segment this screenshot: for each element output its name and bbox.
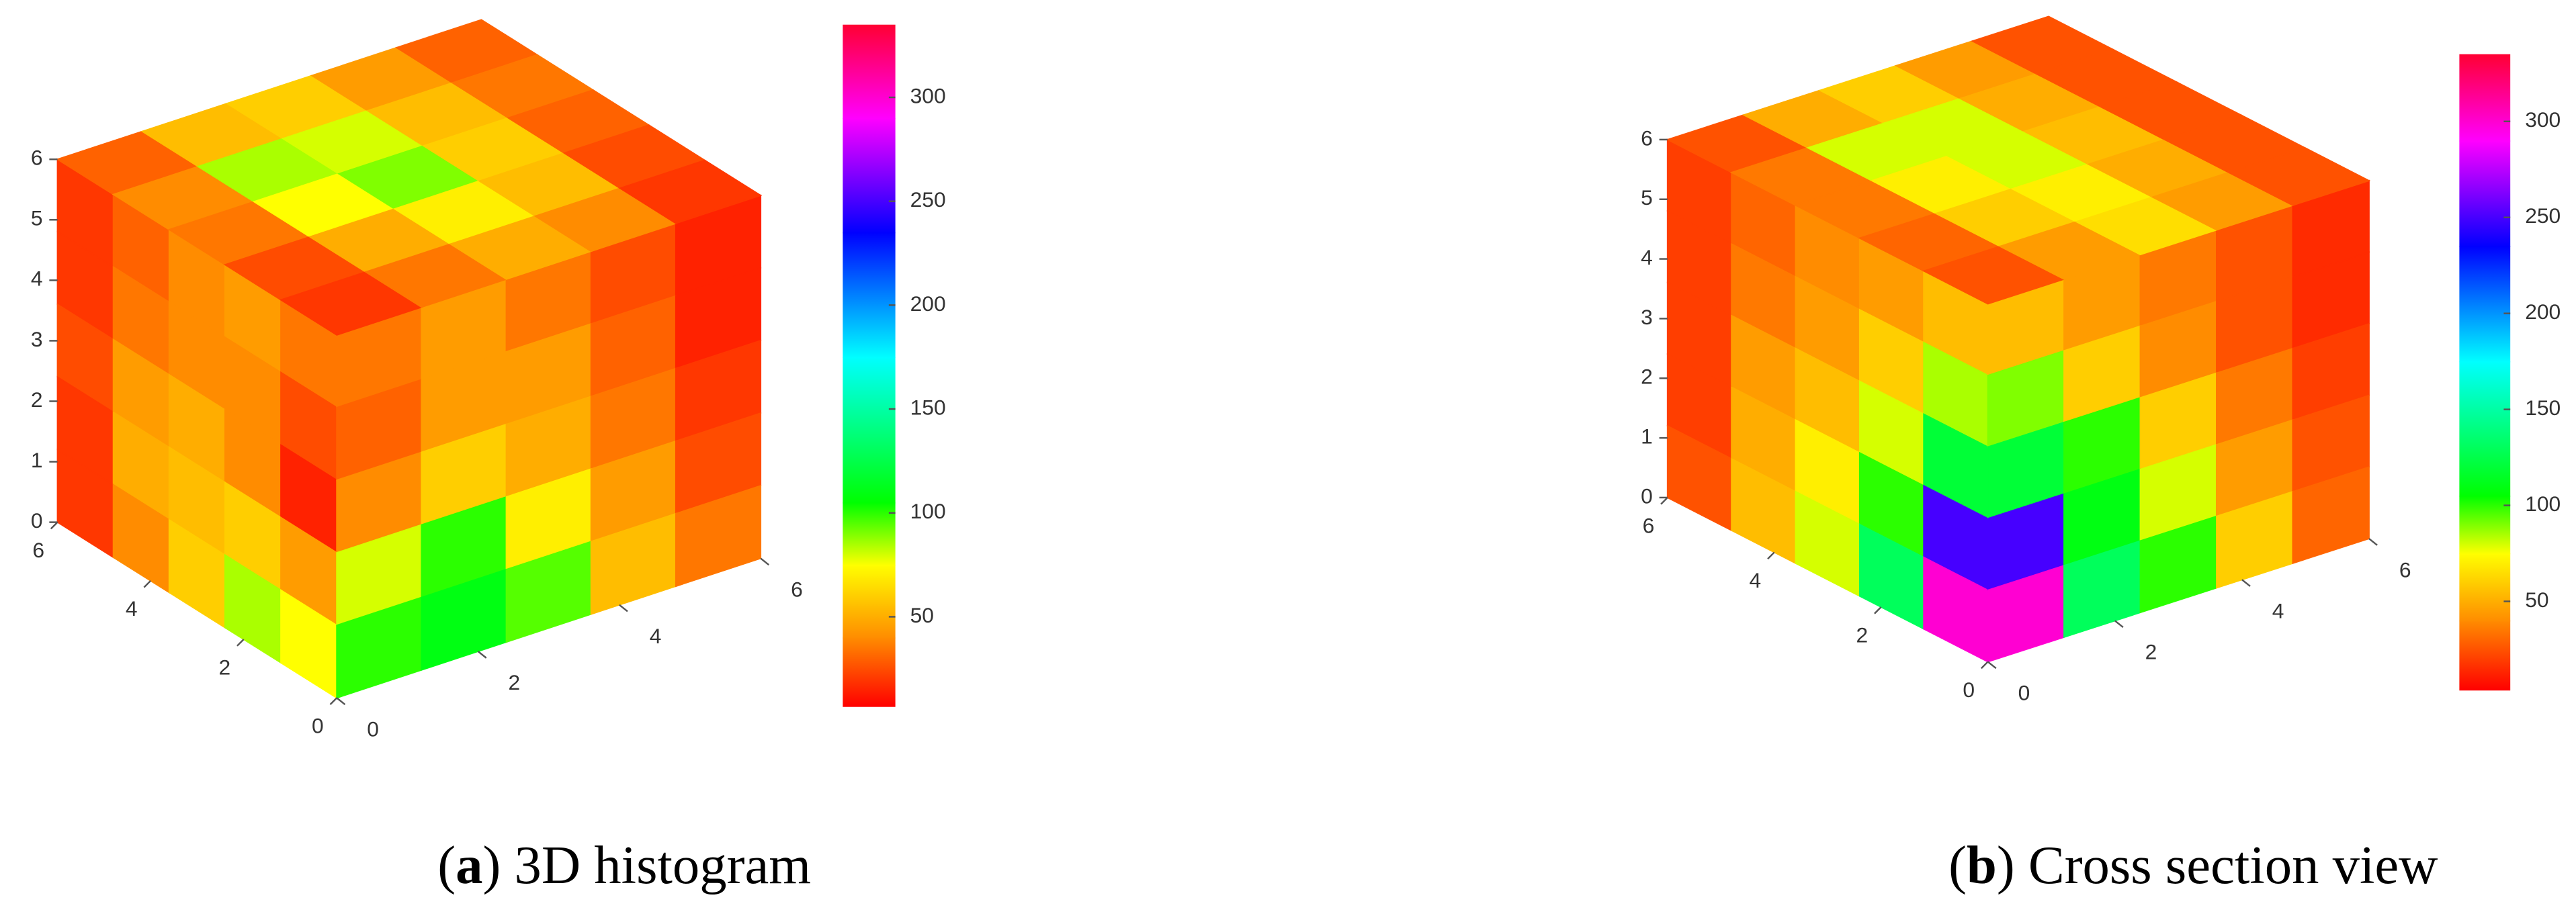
x-tick-label: 2 bbox=[2145, 640, 2157, 664]
x-tick-label: 6 bbox=[791, 578, 803, 602]
colorbar-segment bbox=[2459, 621, 2511, 691]
colorbar-tick-label: 100 bbox=[2525, 492, 2561, 516]
x-tick-label: 4 bbox=[2272, 598, 2284, 623]
colorbar-segment bbox=[2459, 361, 2511, 497]
colorbar-segment bbox=[843, 357, 896, 504]
caption-part: ( bbox=[437, 835, 456, 895]
x-tick bbox=[619, 604, 628, 612]
z-tick-label: 6 bbox=[1641, 126, 1653, 150]
panel: 0 1 2 3 4 5 6 0 2 4 6 0 2 4 6 50 100 150 200 250 300 (b) Cros… bbox=[1641, 15, 2561, 895]
colorbar-segment bbox=[2459, 496, 2511, 555]
z-tick-label: 1 bbox=[31, 448, 43, 472]
y-tick-label: 2 bbox=[1856, 623, 1868, 647]
colorbar-tick-label: 250 bbox=[2525, 203, 2561, 228]
z-tick-label: 1 bbox=[1641, 424, 1653, 448]
z-tick-label: 4 bbox=[31, 267, 43, 291]
z-tick-label: 6 bbox=[31, 146, 43, 170]
z-tick-label: 4 bbox=[1641, 245, 1653, 269]
y-tick-label: 6 bbox=[1643, 513, 1655, 537]
x-tick bbox=[2241, 579, 2251, 587]
caption-part: a bbox=[456, 835, 482, 895]
colorbar-segment bbox=[843, 637, 896, 707]
x-tick-label: 0 bbox=[2018, 681, 2030, 705]
colorbar-tick-label: 50 bbox=[2525, 588, 2548, 612]
colorbar-tick-label: 200 bbox=[910, 291, 946, 316]
cube-face bbox=[1666, 15, 2371, 305]
y-tick-label: 6 bbox=[32, 538, 44, 562]
x-tick bbox=[760, 557, 770, 566]
caption-part: b bbox=[1967, 835, 1997, 895]
y-tick-label: 0 bbox=[312, 714, 324, 738]
face-cell bbox=[618, 159, 763, 224]
z-tick-label: 3 bbox=[1641, 305, 1653, 329]
x-tick bbox=[336, 697, 346, 705]
colorbar-segment bbox=[2459, 140, 2511, 247]
caption-part: ) 3D histogram bbox=[482, 835, 811, 895]
caption-part: ( bbox=[1948, 835, 1967, 895]
cube bbox=[56, 19, 763, 700]
colorbar-segment bbox=[843, 502, 896, 566]
y-tick bbox=[143, 580, 152, 588]
colorbar-segment bbox=[2459, 553, 2511, 622]
x-tick bbox=[1987, 661, 1997, 670]
z-tick-label: 0 bbox=[1641, 484, 1653, 508]
y-tick bbox=[1660, 497, 1668, 505]
colorbar-segment bbox=[2459, 246, 2511, 363]
cube bbox=[1666, 15, 2371, 663]
colorbar-segment bbox=[843, 232, 896, 358]
y-tick bbox=[50, 521, 58, 530]
colorbar-tick-label: 250 bbox=[910, 187, 946, 212]
face-cell bbox=[2227, 147, 2371, 206]
colorbar-segment bbox=[843, 565, 896, 639]
z-tick-label: 5 bbox=[1641, 185, 1653, 210]
colorbar-tick-label: 100 bbox=[910, 499, 946, 523]
z-tick-label: 3 bbox=[31, 327, 43, 351]
colorbar-tick-label: 300 bbox=[910, 83, 946, 107]
y-tick-label: 2 bbox=[218, 655, 230, 679]
y-tick bbox=[1767, 551, 1775, 560]
cube-face bbox=[56, 158, 338, 700]
z-tick-label: 5 bbox=[31, 206, 43, 230]
cube-face bbox=[1666, 138, 1989, 663]
x-tick bbox=[2368, 538, 2378, 546]
x-tick bbox=[2114, 620, 2124, 629]
y-tick-label: 0 bbox=[1963, 678, 1975, 702]
colorbar-tick-label: 50 bbox=[910, 603, 934, 627]
x-tick bbox=[477, 651, 487, 659]
x-tick-label: 4 bbox=[650, 624, 662, 648]
cube-face bbox=[336, 194, 762, 699]
colorbar-tick-label: 200 bbox=[2525, 300, 2561, 324]
colorbar-segment bbox=[843, 24, 896, 120]
y-tick bbox=[1980, 661, 1989, 670]
z-tick-label: 0 bbox=[31, 508, 43, 533]
cube-face bbox=[1987, 179, 2370, 663]
z-tick-label: 2 bbox=[1641, 365, 1653, 389]
colorbar-tick-label: 300 bbox=[2525, 107, 2561, 132]
y-tick bbox=[329, 697, 338, 705]
panel: 0 1 2 3 4 5 6 0 2 4 6 0 2 4 6 50 100 150 200 250 300 (a) 3D h… bbox=[31, 19, 946, 895]
colorbar-tick-label: 150 bbox=[910, 395, 946, 419]
colorbar-segment bbox=[843, 118, 896, 234]
y-tick bbox=[1874, 606, 1882, 614]
y-tick-label: 4 bbox=[126, 596, 138, 621]
x-tick-label: 0 bbox=[367, 717, 379, 741]
caption: (a) 3D histogram bbox=[437, 835, 811, 895]
caption: (b) Cross section view bbox=[1948, 835, 2438, 895]
y-tick-label: 4 bbox=[1750, 568, 1762, 592]
x-tick-label: 6 bbox=[2399, 557, 2411, 582]
colorbar-tick-label: 150 bbox=[2525, 396, 2561, 420]
y-tick bbox=[237, 639, 245, 647]
x-tick-label: 2 bbox=[508, 670, 520, 694]
caption-part: ) Cross section view bbox=[1997, 835, 2438, 895]
z-tick-label: 2 bbox=[31, 387, 43, 412]
cube-face bbox=[56, 19, 763, 336]
colorbar-segment bbox=[2459, 54, 2511, 142]
